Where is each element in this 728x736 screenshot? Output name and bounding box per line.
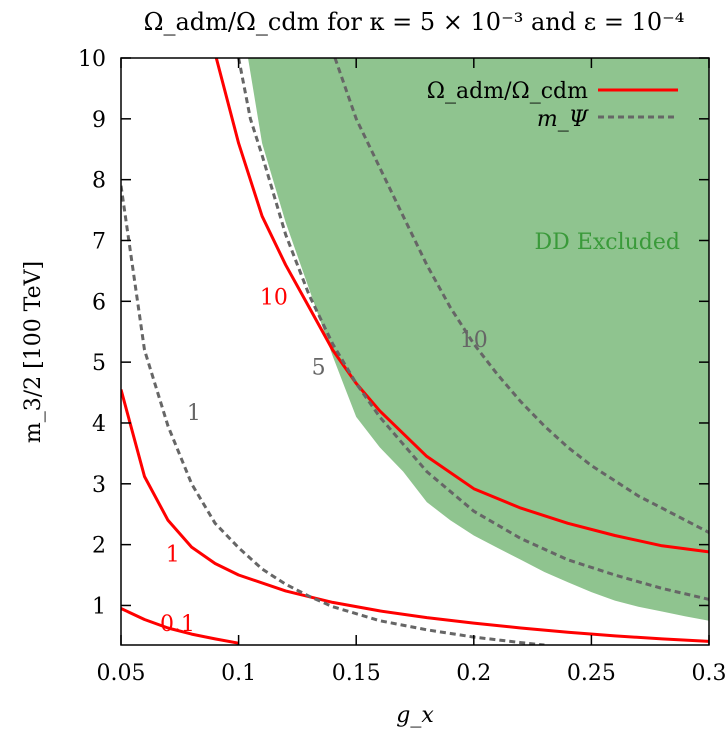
x-tick-label: 0.05	[97, 661, 146, 686]
y-axis-label: m_3/2 [100 TeV]	[21, 261, 46, 443]
chart-title: Ω_adm/Ω_cdm for κ = 5 × 10⁻³ and ε = 10⁻…	[144, 8, 685, 36]
plot-frame	[120, 57, 710, 646]
y-tick-label: 7	[92, 229, 106, 254]
y-tick-label: 2	[92, 534, 106, 559]
y-tick-label: 9	[92, 108, 106, 133]
y-tick-label: 1	[92, 594, 106, 619]
region-layer	[248, 58, 709, 621]
series-omega-1-line	[121, 389, 709, 643]
y-tick-label: 8	[92, 169, 106, 194]
curve-label: 1	[187, 401, 201, 426]
y-tick-label: 5	[92, 351, 106, 376]
dd-excluded-label: DD Excluded	[535, 230, 680, 255]
x-tick-label: 0.3	[692, 661, 727, 686]
legend-label-mpsi: m_Ψ	[537, 107, 589, 132]
y-tick-label: 3	[92, 473, 106, 498]
series-mpsi-5-line	[237, 58, 709, 601]
curve-label: 5	[312, 355, 326, 380]
y-tick-label: 6	[92, 290, 106, 315]
curve-label-layer: 0.1 1 10 1 5 10	[160, 285, 488, 637]
y-tick-label: 10	[78, 47, 106, 72]
curve-label: 10	[260, 285, 288, 310]
legend-label-omega: Ω_adm/Ω_cdm	[427, 79, 588, 104]
curve-layer	[121, 58, 709, 645]
legend: Ω_adm/Ω_cdm m_Ψ	[427, 79, 678, 132]
x-tick-label: 0.1	[221, 661, 256, 686]
curve-label: 10	[460, 328, 488, 353]
series-omega-10-line	[214, 58, 709, 554]
x-tick-label: 0.2	[456, 661, 491, 686]
curve-label: 0.1	[160, 612, 195, 637]
y-tick-label: 4	[92, 412, 106, 437]
x-tick-label: 0.25	[567, 661, 616, 686]
x-tick-label: 0.15	[332, 661, 381, 686]
series-omega-0p1-line	[121, 607, 239, 645]
series-mpsi-10-line	[333, 58, 709, 534]
x-axis-label: g_x	[396, 703, 434, 728]
curve-label: 1	[166, 543, 180, 568]
dd-excluded-region	[248, 58, 709, 621]
